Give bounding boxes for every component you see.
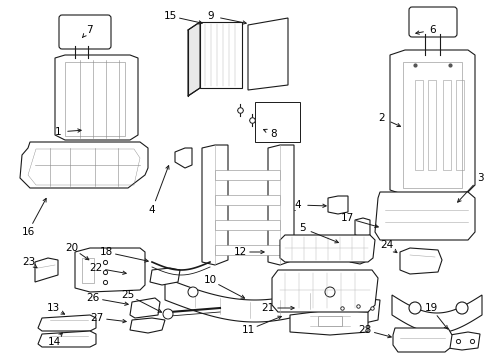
Polygon shape (175, 148, 192, 168)
Polygon shape (130, 298, 160, 318)
Polygon shape (247, 18, 287, 90)
Text: 28: 28 (358, 325, 371, 335)
Polygon shape (389, 50, 474, 195)
Text: 13: 13 (46, 303, 60, 313)
Text: 26: 26 (86, 293, 100, 303)
Polygon shape (391, 295, 481, 333)
Text: 21: 21 (261, 303, 274, 313)
Text: 24: 24 (380, 240, 393, 250)
Polygon shape (200, 22, 242, 88)
Polygon shape (164, 278, 345, 322)
Bar (317, 316, 341, 326)
Circle shape (163, 309, 173, 319)
Polygon shape (399, 248, 441, 274)
Text: 7: 7 (85, 25, 92, 35)
Polygon shape (215, 170, 280, 180)
Polygon shape (349, 246, 364, 264)
Text: 22: 22 (89, 263, 102, 273)
Polygon shape (55, 55, 138, 140)
Polygon shape (329, 298, 379, 325)
Text: 25: 25 (121, 290, 134, 300)
Bar (427, 80, 435, 170)
Bar (254, 102, 299, 142)
Polygon shape (215, 245, 280, 255)
Text: 2: 2 (378, 113, 385, 123)
Polygon shape (327, 196, 347, 214)
Text: 20: 20 (65, 243, 79, 253)
Text: 10: 10 (203, 275, 216, 285)
Text: 19: 19 (424, 303, 437, 313)
Text: 16: 16 (21, 227, 35, 237)
Bar (455, 80, 463, 170)
Polygon shape (289, 310, 367, 335)
Text: 23: 23 (22, 257, 36, 267)
Text: 1: 1 (55, 127, 61, 137)
Text: 5: 5 (298, 223, 305, 233)
Text: 15: 15 (163, 11, 176, 21)
Text: 18: 18 (99, 247, 112, 257)
Text: 3: 3 (476, 173, 482, 183)
Text: 4: 4 (294, 200, 301, 210)
Circle shape (187, 287, 198, 297)
Circle shape (408, 302, 420, 314)
Polygon shape (35, 258, 58, 282)
Bar (442, 80, 450, 170)
Circle shape (455, 302, 467, 314)
Text: 8: 8 (270, 129, 277, 139)
Text: 27: 27 (90, 313, 103, 323)
Polygon shape (202, 145, 227, 265)
Polygon shape (374, 192, 474, 240)
Polygon shape (392, 328, 451, 352)
Polygon shape (20, 142, 148, 188)
FancyBboxPatch shape (59, 15, 111, 49)
Text: 4: 4 (148, 205, 155, 215)
Polygon shape (187, 22, 200, 96)
Text: 11: 11 (241, 325, 254, 335)
Polygon shape (271, 270, 377, 312)
Polygon shape (215, 220, 280, 230)
FancyBboxPatch shape (408, 7, 456, 37)
Circle shape (325, 287, 334, 297)
Polygon shape (280, 235, 374, 262)
Polygon shape (75, 248, 145, 292)
Polygon shape (130, 318, 164, 333)
Text: 6: 6 (429, 25, 435, 35)
Text: 17: 17 (340, 213, 353, 223)
Polygon shape (447, 332, 479, 350)
Text: 12: 12 (233, 247, 246, 257)
Polygon shape (150, 268, 180, 285)
Text: 14: 14 (47, 337, 61, 347)
Polygon shape (38, 331, 96, 347)
Text: 9: 9 (207, 11, 214, 21)
Bar (414, 80, 422, 170)
Polygon shape (215, 195, 280, 205)
Polygon shape (354, 218, 369, 237)
Polygon shape (267, 145, 293, 265)
Bar (82, 258, 94, 283)
Polygon shape (38, 315, 96, 331)
